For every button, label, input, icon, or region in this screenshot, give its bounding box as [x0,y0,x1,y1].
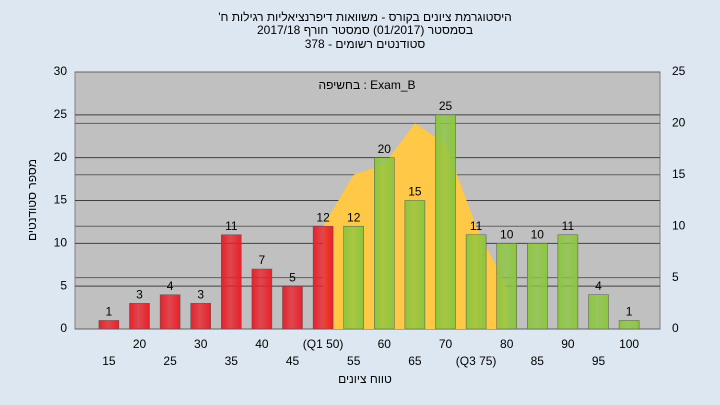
bar [435,114,456,330]
chart-subtitle: סטודנטים רשומים - 378 [305,37,426,51]
value-label: 10 [531,228,545,242]
value-label: 15 [408,185,422,199]
x-tick-label: 40 [255,337,269,351]
x-tick-label: 15 [102,354,116,368]
y-tick-label: 15 [54,193,68,207]
bar [190,303,211,330]
bar [98,320,120,330]
bar [374,157,395,330]
y2-tick-label: 15 [672,167,686,181]
value-label: 25 [439,99,453,113]
value-label: 4 [595,279,602,293]
y-tick-label: 5 [60,278,67,292]
y-tick-label: 30 [54,64,68,78]
value-label: 11 [225,219,238,233]
x-tick-label: 85 [531,354,545,368]
y2-tick-label: 5 [672,270,679,284]
value-label: 11 [562,219,575,233]
bar [618,320,640,330]
bar [282,285,303,330]
value-label: 5 [289,270,296,284]
x-tick-label: 30 [194,337,208,351]
x-tick-label: 35 [225,354,239,368]
y-tick-label: 0 [60,321,67,335]
value-label: 1 [106,305,113,319]
value-label: 3 [136,287,143,301]
y2-tick-label: 20 [672,116,686,130]
x-tick-label: 90 [561,337,575,351]
x-tick-label: 25 [163,354,177,368]
chart-title: 'היסטוגרמת ציונים בקורס - משוואות דיפרנצ… [218,10,512,24]
x-tick-label: (Q3 75) [456,354,497,368]
bar [129,303,150,330]
y-axis-label: מספר סטודנטים [25,159,39,241]
bar [557,234,579,330]
x-tick-label: 70 [439,337,453,351]
y-tick-label: 20 [54,150,68,164]
value-label: 4 [167,279,174,293]
bar [404,200,426,330]
bar [221,234,242,330]
value-label: 12 [347,210,361,224]
value-label: 7 [259,253,266,267]
x-tick-label: 45 [286,354,300,368]
x-tick-label: 100 [619,337,639,351]
y2-tick-label: 0 [672,321,679,335]
bar [343,225,364,330]
value-label: 1 [626,305,633,319]
x-axis-label: טווח ציונים [338,372,392,386]
value-label: 3 [197,287,204,301]
x-tick-label: 65 [408,354,422,368]
x-tick-label: 60 [378,337,392,351]
y2-tick-label: 25 [672,64,686,78]
bar [496,243,517,330]
y2-tick-label: 10 [672,218,686,232]
value-label: 11 [470,219,483,233]
y-tick-label: 10 [54,236,68,250]
bar [465,234,487,330]
value-label: 20 [378,142,392,156]
x-tick-label: 80 [500,337,514,351]
bar [527,243,548,330]
bar [312,225,334,330]
x-tick-label: 95 [592,354,606,368]
chart-subtitle: בסמסטר (01/2017) סמסטר חורף 2017/18 [257,23,473,37]
bar [588,294,609,330]
bar [251,268,273,330]
value-label: 10 [500,228,514,242]
x-tick-label: 20 [133,337,147,351]
y-tick-label: 25 [54,107,68,121]
annotation: בחשיפה : Exam_B [319,78,416,92]
x-tick-label: 55 [347,354,361,368]
bar [159,294,181,330]
value-label: 12 [316,210,330,224]
x-tick-label: (Q1 50) [303,337,344,351]
